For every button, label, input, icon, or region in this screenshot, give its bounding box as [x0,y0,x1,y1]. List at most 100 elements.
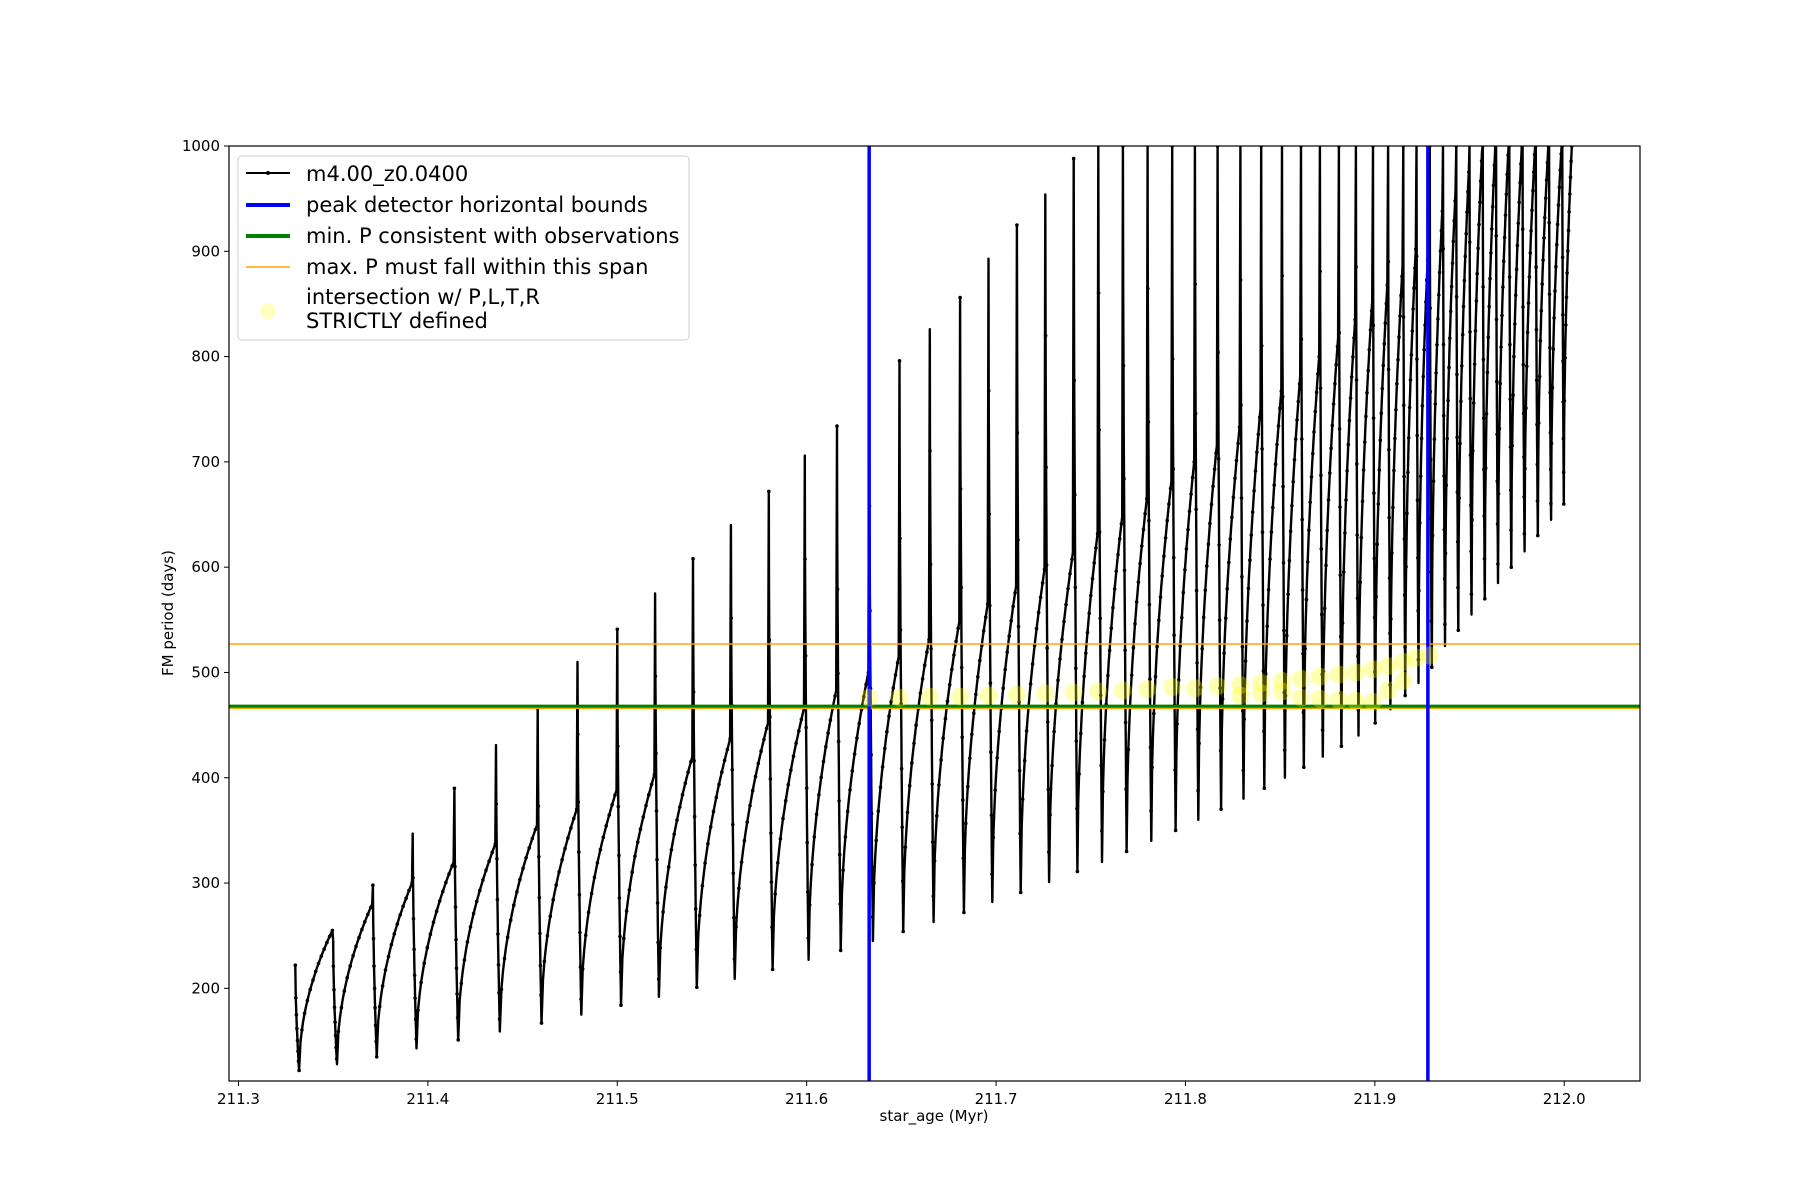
main-series-point [1325,528,1329,533]
main-series-point [1239,496,1244,500]
main-series-point [313,969,318,974]
legend-marker-main [266,171,270,175]
main-series-point [538,963,543,968]
main-series-point [1276,424,1281,428]
intersection-point [1407,648,1426,667]
main-series-point [1562,398,1567,403]
main-series-point [1300,588,1305,592]
main-series-point [1401,315,1406,319]
main-series-point [753,774,758,779]
main-series-point [1073,585,1078,590]
main-series-point [465,940,470,944]
main-series-point [1402,537,1407,541]
main-series-point [1466,190,1470,194]
main-series-point [728,737,732,741]
main-series-point [1395,382,1399,386]
main-series-point [1167,502,1171,506]
main-series-point [960,735,964,739]
main-series-point [1087,611,1091,616]
main-series-point [943,717,948,721]
main-series-point [1455,540,1460,544]
main-series-point [1246,586,1251,591]
main-series-point [862,694,866,699]
main-series-point [962,910,966,915]
main-series-point [1482,557,1487,561]
main-series-point [1157,618,1161,623]
main-series-point [837,852,842,857]
main-series-point [1272,483,1276,487]
main-series-point [797,729,801,733]
main-series-point [1147,602,1152,607]
main-series-point [615,627,620,632]
main-series-point [700,884,705,888]
main-series-point [1523,466,1527,471]
main-series-point [1474,299,1479,303]
main-series-point [1329,446,1333,451]
main-series-point [1257,415,1262,420]
main-series-point [1560,255,1565,260]
main-series-point [1550,385,1555,390]
main-series-point [1386,367,1391,372]
main-series-point [1497,426,1502,431]
main-series-point [1527,275,1532,279]
main-series-point [1428,457,1433,462]
main-series-point [848,788,852,792]
main-series-point [1568,192,1572,196]
main-series-point [412,947,416,952]
main-series-point [1143,511,1147,516]
main-series-point [1385,283,1390,287]
main-series-point [536,804,541,808]
main-series-point [1399,293,1403,298]
main-series-point [901,929,905,934]
main-series-point [1234,458,1239,463]
main-series-point [1295,418,1299,422]
main-series-point [1346,442,1351,447]
main-series-point [928,562,933,567]
main-series-point [1288,529,1293,534]
main-series-point [1015,223,1019,227]
main-series-point [1075,806,1079,811]
main-series-point [1134,600,1139,604]
main-series-point [481,878,485,882]
main-series-point [1558,168,1563,172]
main-series-point [1152,711,1156,716]
main-series-point [422,961,427,966]
main-series-point [539,1021,544,1025]
main-series-point [592,875,597,880]
main-series-point [1548,390,1552,395]
main-series-point [1124,849,1129,854]
main-series-point [1472,362,1477,367]
main-series-point [1121,363,1126,368]
main-series-point [1372,491,1376,495]
main-series-point [1147,518,1151,523]
main-series-point [870,915,875,919]
main-series-point [805,840,809,845]
main-series-point [624,909,629,913]
main-series-point [1168,486,1173,491]
main-series-point [836,671,840,676]
main-series-point [1520,227,1525,231]
main-series-point [1314,390,1319,395]
main-series-point [1340,621,1345,625]
legend-label-min-p: min. P consistent with observations [306,224,679,248]
main-series-point [912,741,916,745]
main-series-point [1209,502,1214,507]
main-series-point [1099,763,1103,768]
main-series-point [577,850,581,854]
main-series-point [764,726,769,731]
main-series-point [1378,438,1383,443]
main-series-point [398,913,403,917]
main-series-point [1565,271,1569,275]
main-series-point [302,1011,307,1016]
main-series-point [1403,645,1407,649]
main-series-point [1133,622,1137,626]
main-series-point [1435,343,1439,347]
main-series-point [1407,405,1412,410]
main-series-point [997,729,1001,734]
main-series-point [1355,462,1359,466]
main-series-point [1097,428,1101,432]
main-series-point [732,915,736,920]
main-series-point [1077,772,1081,776]
main-series-point [487,859,491,863]
main-series-point [1337,427,1342,431]
